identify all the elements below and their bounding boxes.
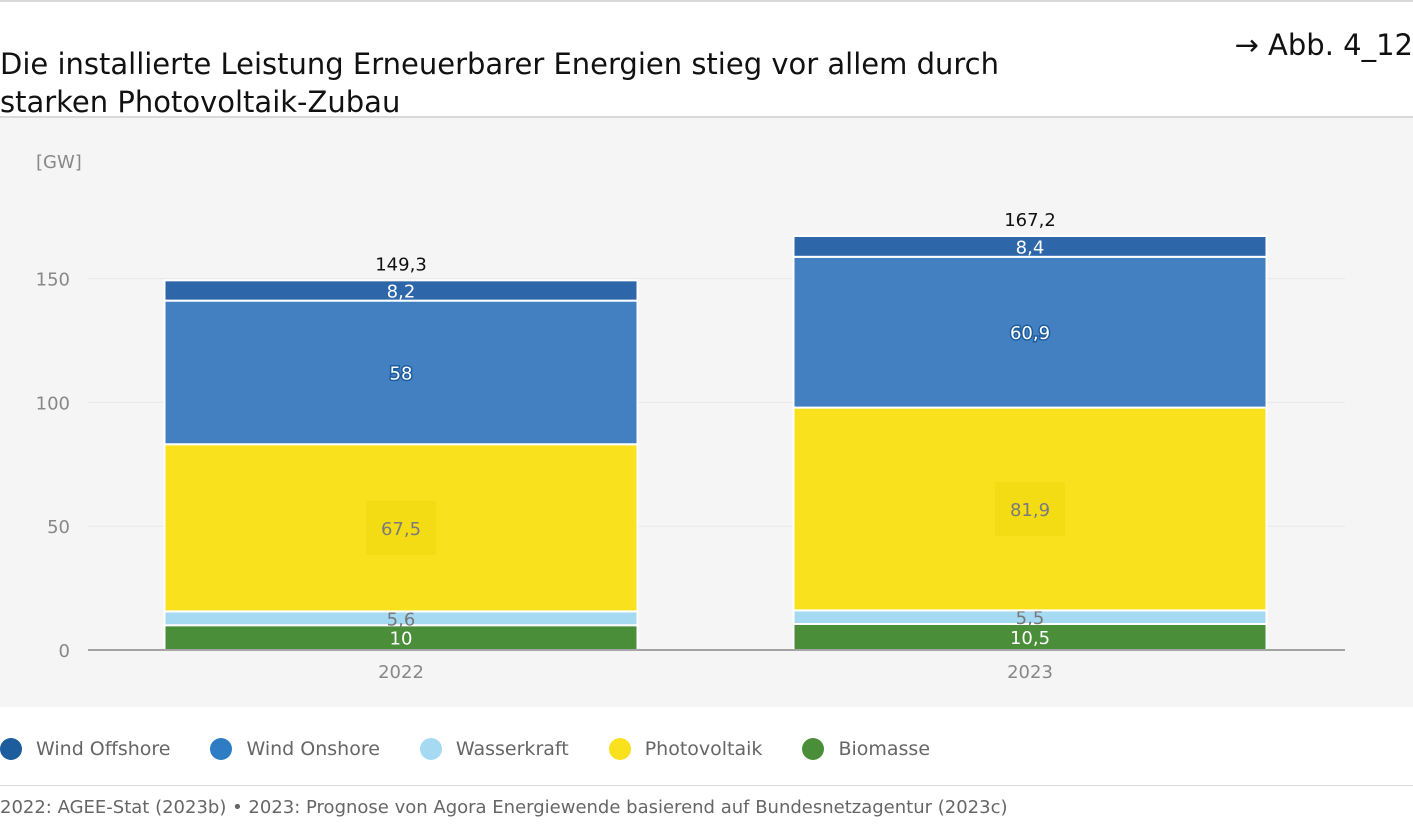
value-label-bg-photovoltaik-2023 (995, 481, 1065, 536)
value-label-wind-offshore-2022: 8,2 (387, 281, 416, 302)
legend-swatch-wasserkraft (419, 738, 442, 760)
value-label-wind-offshore-2023: 8,4 (1016, 237, 1045, 258)
x-tick-label-2023: 2023 (1007, 662, 1053, 683)
value-label-wasserkraft-2023: 5,5 (1016, 608, 1045, 629)
value-label-photovoltaik-2023: 81,9 (1010, 500, 1050, 521)
value-label-wasserkraft-2022: 5,6 (387, 609, 416, 630)
legend-label-wind-offshore: Wind Offshore (36, 738, 171, 760)
value-label-photovoltaik-2022: 67,5 (381, 519, 421, 540)
top-rule (0, 0, 1413, 2)
bar-segment-wind-offshore-2023 (792, 235, 1268, 258)
legend-swatch-wind-onshore (210, 738, 233, 760)
bar-segment-wind-onshore-2023 (792, 255, 1268, 409)
bar-segment-wind-onshore-2022 (163, 299, 639, 446)
legend-item-wasserkraft: Wasserkraft (419, 738, 569, 760)
legend-item-wind-offshore: Wind Offshore (0, 738, 170, 760)
legend-item-photovoltaik: Photovoltaik (608, 738, 763, 760)
legend-item-biomasse: Biomasse (802, 738, 930, 760)
stacked-bar-chart: 0 50 100 150 [GW] 105,6 67,5 58 8,2 149,3 2022 10,5… (36, 152, 1345, 683)
bar-segment-biomasse-2023 (792, 623, 1268, 652)
value-label-biomasse-2022: 10 (390, 629, 413, 650)
source-note: 2022: AGEE-Stat (2023b) • 2023: Prognose… (0, 797, 1008, 818)
value-label-wind-onshore-2023: 60,9 (1010, 323, 1050, 344)
total-label-2023: 167,2 (1004, 210, 1056, 231)
legend-label-wasserkraft: Wasserkraft (455, 738, 569, 760)
legend-label-wind-onshore: Wind Onshore (246, 738, 380, 760)
legend-label-biomasse: Biomasse (838, 738, 931, 760)
value-label-bg-photovoltaik-2022 (366, 500, 436, 555)
legend-swatch-wind-offshore (0, 738, 22, 760)
header-rule (0, 116, 1413, 118)
legend-swatch-biomasse (802, 738, 825, 760)
legend-swatch-photovoltaik (608, 738, 631, 760)
legend-item-wind-onshore: Wind Onshore (210, 738, 380, 760)
figure-reference-link[interactable]: → Abb. 4_12 (1234, 28, 1413, 62)
total-label-2022: 149,3 (375, 254, 427, 275)
x-tick-label-2022: 2022 (378, 662, 424, 683)
value-label-biomasse-2023: 10,5 (1010, 628, 1050, 649)
bar-segment-wind-offshore-2022 (163, 279, 639, 302)
chart-legend: Wind Offshore Wind Onshore Wasserkraft P… (0, 734, 970, 764)
value-label-wind-onshore-2022: 58 (390, 363, 413, 384)
y-tick-label-150: 150 (36, 270, 70, 291)
legend-label-photovoltaik: Photovoltaik (644, 738, 763, 760)
y-tick-label-0: 0 (59, 641, 70, 662)
footer-rule (0, 785, 1413, 786)
y-tick-label-100: 100 (36, 393, 70, 414)
chart-title: Die installierte Leistung Erneuerbarer E… (0, 47, 999, 120)
y-tick-label-50: 50 (47, 517, 70, 538)
y-axis-label: [GW] (36, 152, 82, 173)
